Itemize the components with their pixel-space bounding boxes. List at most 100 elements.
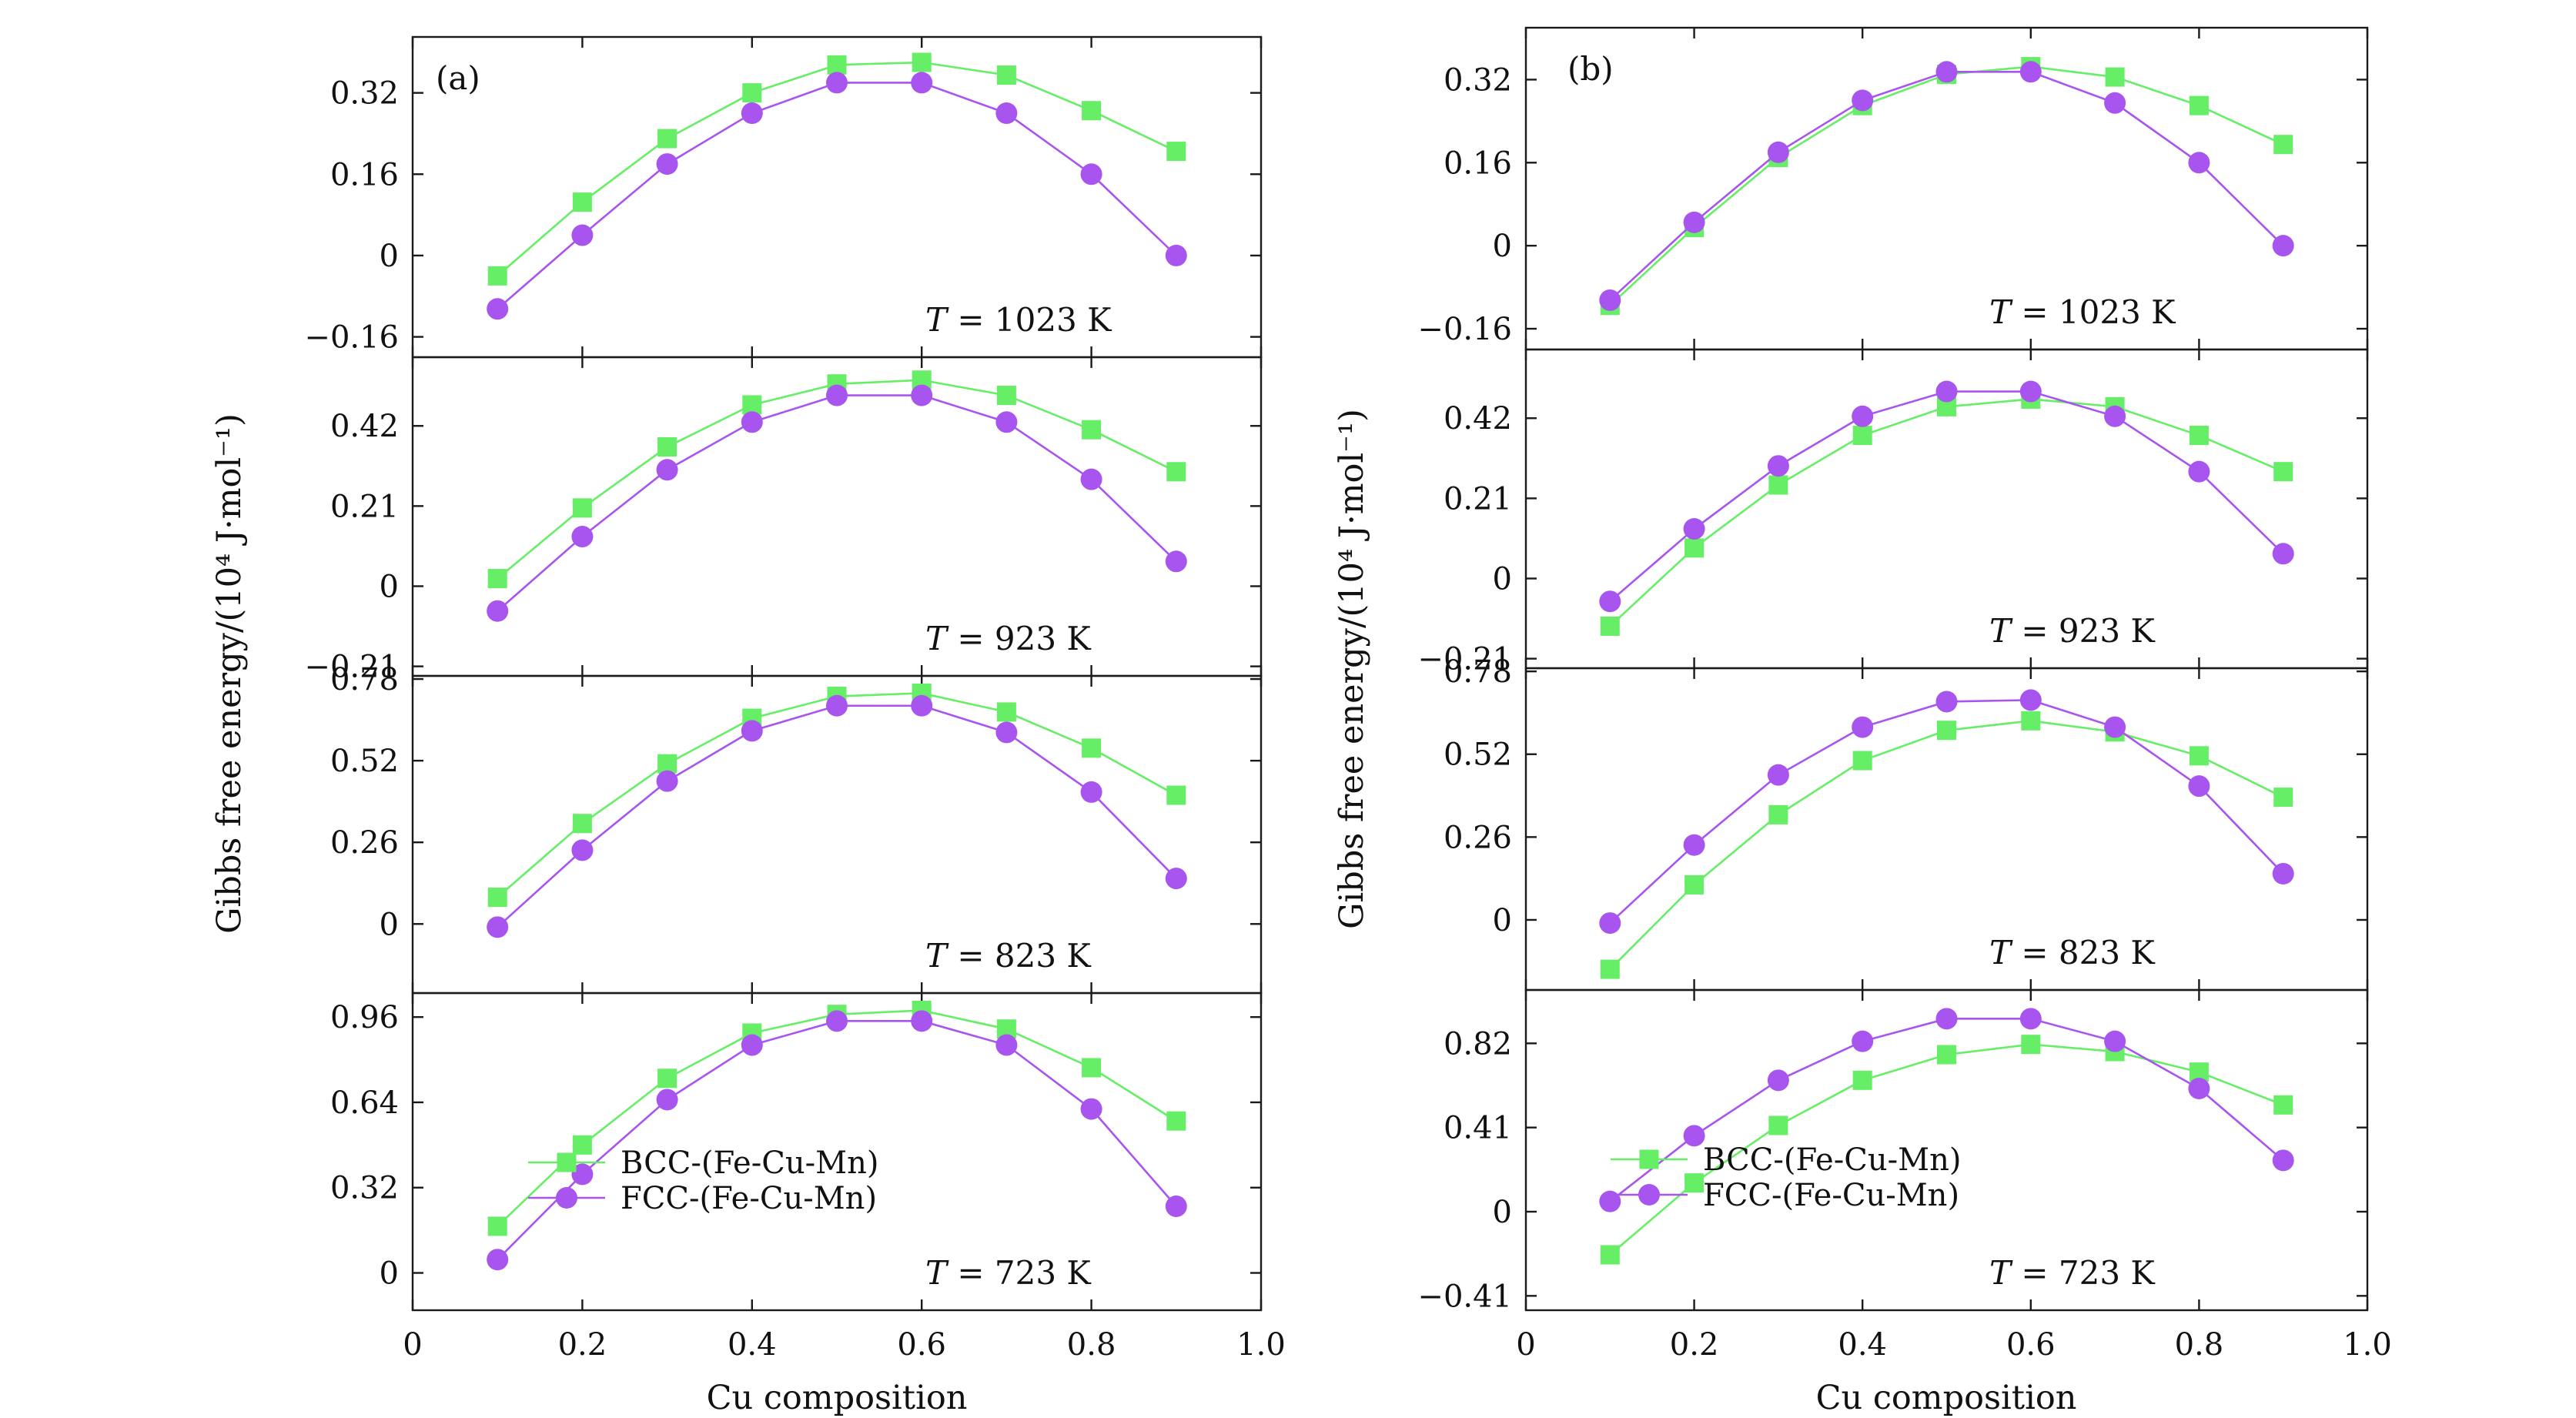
fcc-circle-marker — [1683, 834, 1705, 856]
fcc-circle-marker — [1935, 691, 1958, 713]
fcc-circle-marker — [1767, 764, 1789, 786]
temperature-symbol: T — [1989, 934, 2013, 972]
y-tick-label: 0.78 — [1444, 654, 1512, 690]
bcc-square-marker — [1600, 1245, 1620, 1265]
x-tick-label: 0 — [1516, 1327, 1535, 1363]
bcc-series-line — [1609, 65, 2284, 306]
x-tick-label: 0.6 — [2006, 1327, 2056, 1363]
subplot-823k: 0 0.26 0.52 0.78 T = 823 K — [1444, 654, 2369, 992]
y-tick-label: −0.21 — [304, 650, 399, 685]
fcc-circle-marker — [656, 153, 678, 176]
y-tick-label: 0.21 — [330, 489, 399, 524]
y-tick-label: 0 — [380, 1256, 399, 1292]
fcc-circle-marker — [1165, 550, 1187, 573]
x-tick-label: 0.2 — [558, 1327, 607, 1363]
fcc-circle-marker — [995, 1034, 1018, 1056]
fcc-circle-marker — [1935, 61, 1958, 83]
bcc-square-marker — [1684, 1173, 1705, 1193]
y-tick-label: 0.21 — [1444, 481, 1512, 517]
fcc-circle-marker — [2272, 862, 2294, 885]
fcc-circle-marker — [1165, 244, 1187, 266]
temperature-symbol: T — [925, 1254, 949, 1292]
fcc-circle-marker — [741, 720, 763, 742]
temperature-value: = 823 K — [947, 937, 1092, 975]
y-tick-label: 0.52 — [330, 744, 399, 779]
bcc-square-marker — [1082, 1058, 1102, 1078]
temperature-value: = 923 K — [947, 620, 1092, 657]
y-tick-label: 0 — [1493, 1195, 1512, 1230]
fcc-circle-marker — [1080, 1098, 1102, 1120]
fcc-circle-marker — [911, 384, 933, 406]
y-tick-label: 0.78 — [330, 662, 399, 697]
bcc-square-marker — [487, 1216, 507, 1236]
x-tick-label: 0 — [403, 1327, 422, 1363]
y-tick-label: 0.64 — [330, 1085, 399, 1121]
bcc-square-marker — [1639, 1149, 1659, 1169]
x-tick-label: 1.0 — [1236, 1327, 1286, 1363]
fcc-circle-marker — [1683, 518, 1705, 540]
temperature-symbol: T — [925, 620, 949, 657]
x-tick-label: 0.6 — [897, 1327, 946, 1363]
subplot-1023k: −0.16 0 0.16 0.32 T = 1023 K (a) — [304, 35, 1263, 359]
fcc-circle-marker — [487, 916, 509, 938]
fcc-circle-marker — [995, 721, 1018, 744]
fcc-circle-marker — [2019, 689, 2042, 711]
temperature-label: T = 723 K — [925, 1254, 1092, 1292]
subplot-923k: −0.21 0 0.21 0.42 T = 923 K — [1417, 348, 2369, 677]
y-tick-label: 0.16 — [330, 157, 399, 192]
fcc-circle-marker — [2019, 61, 2042, 83]
fcc-circle-marker — [1935, 1008, 1958, 1030]
fcc-circle-marker — [1599, 912, 1621, 935]
bcc-square-marker — [657, 437, 677, 457]
x-axis-title: Cu composition — [1816, 1379, 2077, 1417]
temperature-label: T = 823 K — [925, 937, 1092, 975]
x-tick-label: 0.8 — [1067, 1327, 1116, 1363]
temperature-value: = 823 K — [2011, 934, 2156, 972]
bcc-square-marker — [1852, 751, 1872, 771]
x-axis-title: Cu composition — [707, 1379, 968, 1417]
y-axis-title: Gibbs free energy/(10⁴ J·mol⁻¹) — [1333, 409, 1371, 929]
temperature-label: T = 823 K — [1989, 934, 2156, 972]
y-tick-label: −0.16 — [304, 320, 399, 356]
y-tick-label: 0 — [1493, 561, 1512, 597]
bcc-square-marker — [2273, 462, 2293, 482]
fcc-circle-marker — [656, 459, 678, 481]
legend-entry-bcc: BCC-(Fe-Cu-Mn) — [1703, 1142, 1961, 1178]
fcc-circle-marker — [1165, 868, 1187, 890]
bcc-series-line — [1609, 719, 2284, 971]
y-tick-label: −0.41 — [1417, 1279, 1512, 1314]
bcc-square-marker — [2273, 1095, 2293, 1115]
fcc-circle-marker — [1852, 89, 1874, 112]
y-tick-label: 0.32 — [330, 76, 399, 112]
fcc-circle-marker — [1080, 163, 1102, 186]
fcc-circle-marker — [1852, 716, 1874, 738]
bcc-square-marker — [657, 129, 677, 149]
fcc-circle-marker — [2272, 235, 2294, 257]
subplot-frame — [411, 992, 1263, 1312]
legend-entry-fcc: FCC-(Fe-Cu-Mn) — [621, 1181, 877, 1216]
bcc-series-line — [497, 379, 1177, 580]
fcc-circle-marker — [1852, 405, 1874, 427]
subplot-723k: 0 0.32 0.64 0.96 T = 723 K BCC-(Fe-Cu-Mn)FCC-… — [330, 992, 1263, 1312]
fcc-circle-marker — [571, 224, 594, 246]
fcc-circle-marker — [2188, 775, 2210, 798]
y-tick-label: 0.52 — [1444, 737, 1512, 773]
fcc-circle-marker — [487, 1249, 509, 1271]
fcc-circle-marker — [1683, 1125, 1705, 1147]
bcc-square-marker — [742, 83, 762, 103]
fcc-circle-marker — [2188, 1078, 2210, 1099]
bcc-square-marker — [2273, 788, 2293, 808]
fcc-circle-marker — [2272, 1149, 2294, 1172]
bcc-square-marker — [1768, 475, 1788, 495]
y-tick-label: 0 — [1493, 903, 1512, 938]
y-tick-label: 0.42 — [330, 409, 399, 444]
bcc-square-marker — [2189, 426, 2209, 446]
y-tick-label: 0 — [380, 569, 399, 604]
bcc-square-marker — [1768, 804, 1788, 824]
legend-entry-fcc: FCC-(Fe-Cu-Mn) — [1703, 1178, 1959, 1213]
y-tick-label: 0.32 — [1444, 62, 1512, 98]
y-axis-title: Gibbs free energy/(10⁴ J·mol⁻¹) — [210, 413, 249, 934]
fcc-circle-marker — [2019, 380, 2042, 403]
bcc-square-marker — [1937, 1045, 1956, 1065]
fcc-circle-marker — [656, 770, 678, 792]
